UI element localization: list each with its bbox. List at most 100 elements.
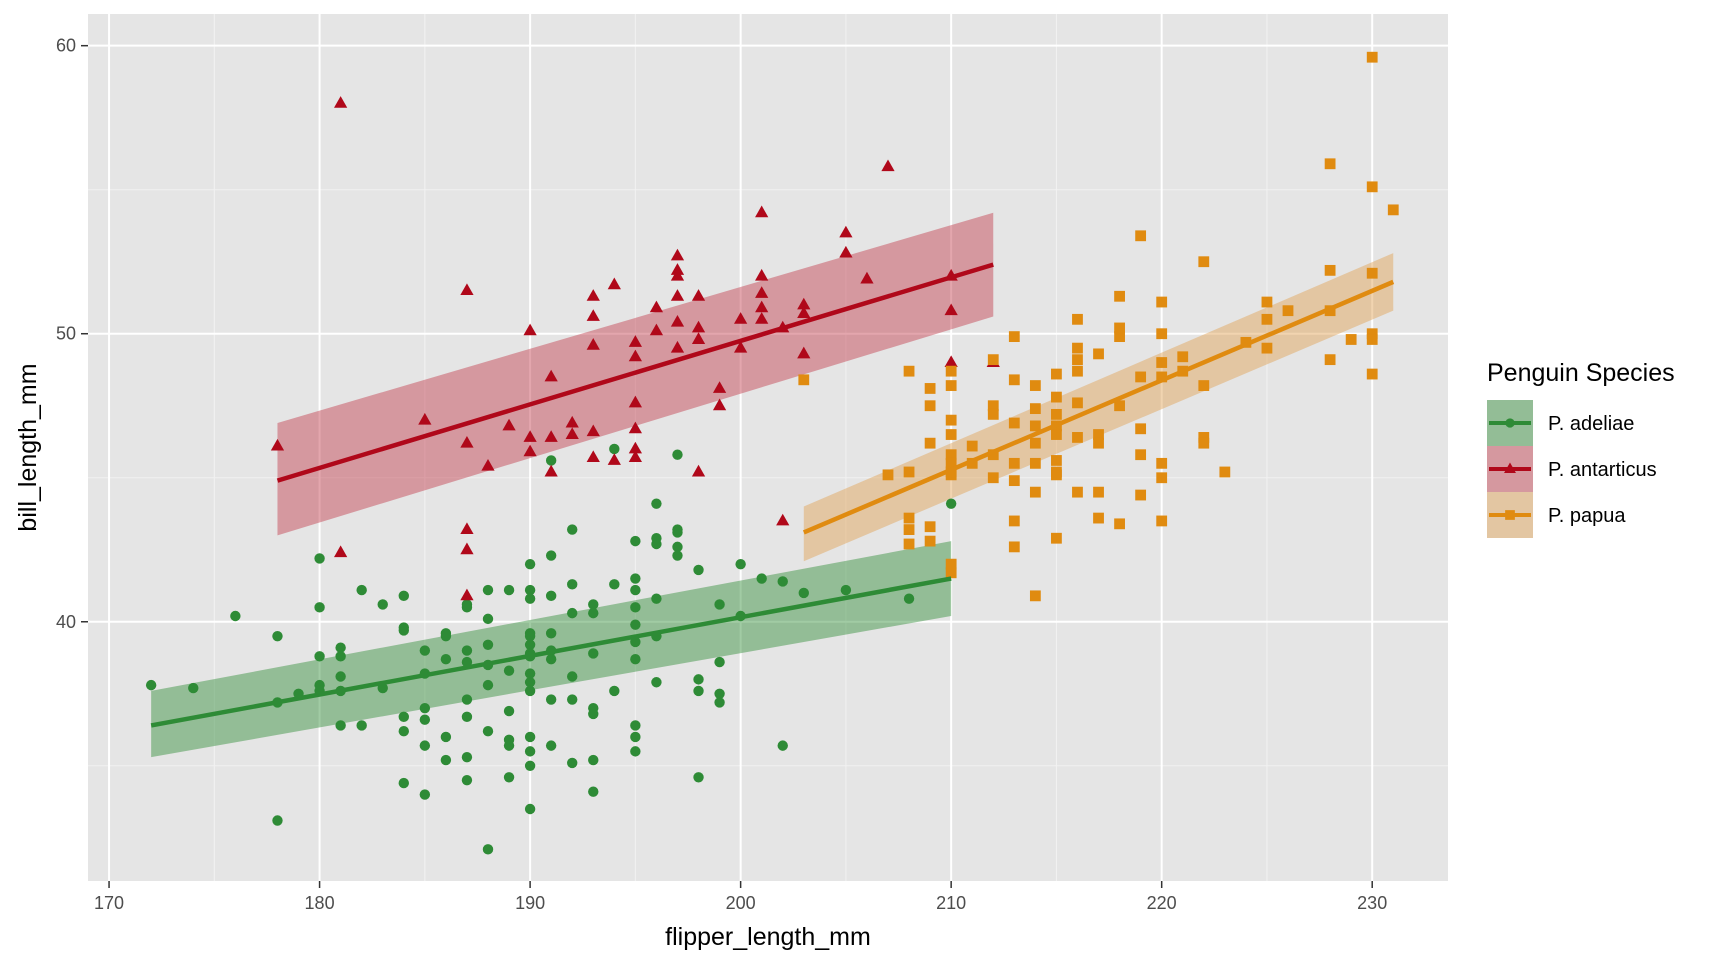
data-point xyxy=(419,740,431,751)
data-point xyxy=(1261,313,1273,325)
data-point xyxy=(461,774,473,786)
data-point xyxy=(609,685,620,697)
data-point xyxy=(924,400,936,412)
data-point xyxy=(672,449,683,460)
data-point xyxy=(924,437,936,449)
data-point xyxy=(987,354,999,366)
data-point xyxy=(945,567,957,579)
data-point xyxy=(628,335,642,347)
data-point xyxy=(630,602,641,613)
data-point xyxy=(334,96,348,108)
y-axis-title: bill_length_mm xyxy=(14,363,42,531)
data-point xyxy=(945,457,957,469)
data-point xyxy=(588,607,599,619)
data-point xyxy=(440,754,452,766)
data-point xyxy=(461,751,473,763)
data-point xyxy=(482,613,494,625)
data-point xyxy=(734,340,748,353)
data-point xyxy=(1156,328,1168,340)
data-point xyxy=(630,746,641,757)
data-point xyxy=(1008,417,1020,429)
data-point xyxy=(630,731,641,743)
data-point xyxy=(1366,51,1378,63)
data-point xyxy=(714,656,725,668)
data-point xyxy=(272,815,283,826)
x-tick-label: 220 xyxy=(1147,893,1177,913)
legend-item: P. papua xyxy=(1487,492,1626,538)
data-point xyxy=(903,593,915,604)
data-point xyxy=(524,630,536,642)
data-point xyxy=(607,277,621,290)
data-point xyxy=(607,453,621,465)
data-point xyxy=(1051,408,1062,420)
data-point xyxy=(903,524,915,535)
data-point xyxy=(1029,590,1041,602)
data-point xyxy=(1324,264,1336,276)
data-point xyxy=(567,607,578,619)
data-point xyxy=(630,636,641,648)
data-point xyxy=(693,674,704,685)
data-point xyxy=(524,558,536,570)
data-point xyxy=(461,711,473,723)
data-point xyxy=(1198,432,1210,443)
data-point xyxy=(1366,368,1378,380)
data-point xyxy=(1093,486,1104,498)
data-point xyxy=(1282,305,1294,317)
data-point xyxy=(588,708,599,720)
data-point xyxy=(903,512,915,524)
y-tick-label: 60 xyxy=(56,36,76,56)
data-point xyxy=(1093,437,1104,449)
data-point xyxy=(460,283,474,295)
data-point xyxy=(565,427,579,440)
data-point xyxy=(545,694,557,705)
data-point xyxy=(1114,322,1125,334)
data-point xyxy=(418,412,432,425)
data-point xyxy=(924,535,936,547)
data-point xyxy=(503,772,515,783)
data-point xyxy=(1072,313,1083,325)
legend-items: P. adeliae P. antarticus P. papua xyxy=(1487,400,1657,538)
data-point xyxy=(670,268,685,281)
x-tick-label: 200 xyxy=(726,893,756,913)
data-point xyxy=(1051,368,1062,380)
data-point xyxy=(1072,342,1083,354)
x-axis-title: flipper_length_mm xyxy=(665,923,871,951)
data-point xyxy=(145,679,157,691)
data-point xyxy=(460,542,474,555)
data-point xyxy=(524,685,536,697)
data-point xyxy=(714,688,725,699)
data-point xyxy=(944,303,958,316)
data-point xyxy=(628,421,642,434)
data-point xyxy=(1008,515,1020,527)
data-point xyxy=(461,645,473,656)
data-point xyxy=(651,538,662,550)
data-point xyxy=(588,648,599,659)
data-point xyxy=(734,312,748,324)
data-point xyxy=(1366,267,1378,279)
data-point xyxy=(776,513,790,526)
data-point xyxy=(630,720,641,731)
data-point xyxy=(461,599,473,610)
data-point xyxy=(567,694,578,705)
data-point xyxy=(567,524,578,535)
data-point xyxy=(649,300,664,313)
data-point xyxy=(693,772,704,783)
data-point xyxy=(1029,486,1041,498)
data-point xyxy=(1072,432,1083,443)
data-point xyxy=(649,323,664,336)
x-tick-label: 210 xyxy=(936,893,966,913)
data-point xyxy=(1008,331,1020,343)
data-point xyxy=(693,685,704,697)
data-point xyxy=(693,564,704,576)
data-point xyxy=(903,365,915,377)
data-point xyxy=(672,541,683,553)
data-point xyxy=(797,346,811,359)
data-point xyxy=(651,677,662,688)
data-point xyxy=(524,746,536,757)
data-point xyxy=(755,268,769,281)
x-tick-label: 190 xyxy=(515,893,545,913)
data-point xyxy=(503,740,515,751)
data-point xyxy=(1387,204,1399,216)
data-point xyxy=(1156,472,1168,484)
data-point xyxy=(567,579,578,590)
